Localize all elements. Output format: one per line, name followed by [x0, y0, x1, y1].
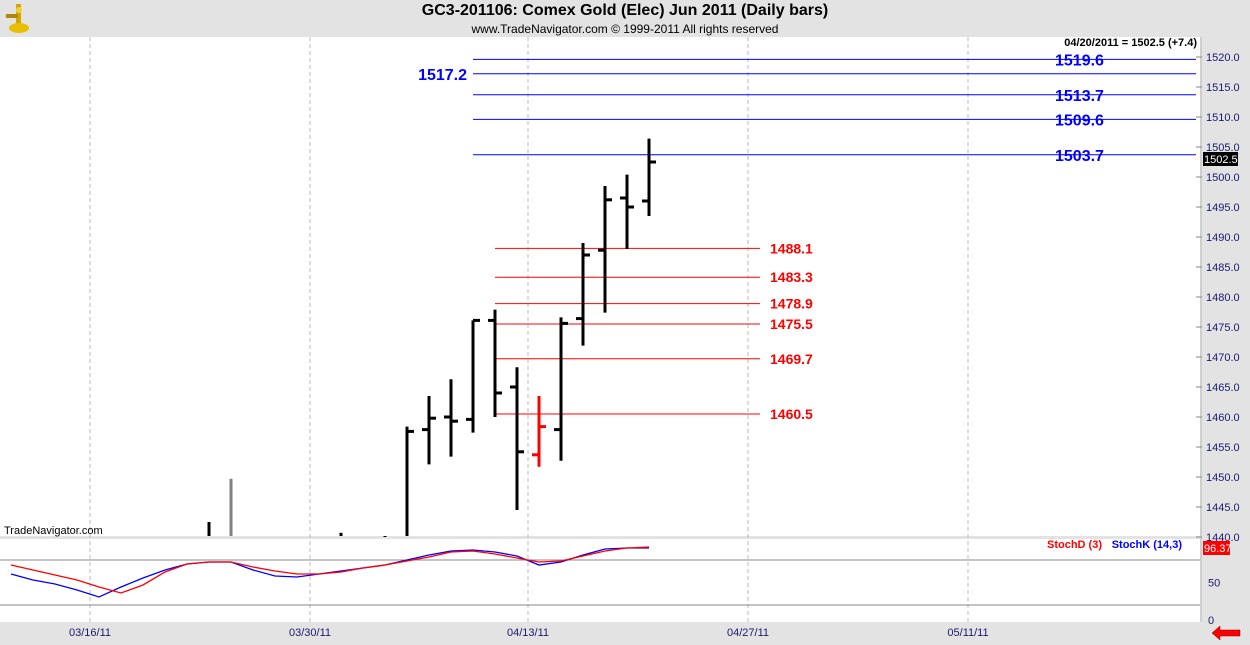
chart-title: GC3-201106: Comex Gold (Elec) Jun 2011 (… — [421, 2, 829, 19]
price-bar — [422, 396, 436, 465]
price-tick-label: 1500.0 — [1206, 172, 1240, 184]
red-level-label: 1475.5 — [770, 316, 813, 332]
blue-level-label: 1513.7 — [1055, 88, 1104, 105]
price-tick-label: 1510.0 — [1206, 112, 1240, 124]
price-tick-label: 1450.0 — [1206, 472, 1240, 484]
price-bar — [598, 186, 612, 313]
blue-level-label: 1503.7 — [1055, 148, 1104, 165]
blue-level-label: 1519.6 — [1055, 52, 1104, 69]
price-tick-label: 1475.0 — [1206, 322, 1240, 334]
stoch-current-marker — [1203, 541, 1230, 555]
watermark-text: TradeNavigator.com — [4, 525, 103, 537]
price-tick-label: 1520.0 — [1206, 52, 1240, 64]
date-tick-label: 04/27/11 — [727, 627, 769, 639]
price-tick-label: 1495.0 — [1206, 202, 1240, 214]
price-tick-label: 1460.0 — [1206, 412, 1240, 424]
stoch-k-legend: StochK (14,3) — [1112, 539, 1183, 551]
price-tick-label: 1490.0 — [1206, 232, 1240, 244]
red-level-label: 1488.1 — [770, 240, 813, 256]
current-price-marker — [1203, 152, 1238, 166]
price-tick-label: 1515.0 — [1206, 82, 1240, 94]
stochastic-panel — [0, 539, 1200, 622]
price-bar — [532, 396, 546, 467]
price-bar — [466, 318, 480, 433]
price-panel — [0, 37, 1200, 536]
price-bar — [510, 367, 524, 510]
date-tick-label: 04/13/11 — [507, 627, 549, 639]
date-tick-label: 05/11/11 — [947, 627, 988, 639]
price-bar — [576, 243, 590, 346]
stoch-d-line — [10, 546, 650, 594]
scroll-left-arrow-icon[interactable] — [1211, 625, 1242, 645]
price-tick-label: 1455.0 — [1206, 442, 1240, 454]
price-tick-label: 1485.0 — [1206, 262, 1240, 274]
price-tick-label: 1470.0 — [1206, 352, 1240, 364]
price-bar — [642, 138, 656, 216]
red-level-label: 1483.3 — [770, 269, 813, 285]
price-tick-label: 1480.0 — [1206, 292, 1240, 304]
stoch-current-label: 96.37 — [1204, 543, 1232, 555]
trade-navigator-logo-icon — [4, 2, 34, 34]
copyright-subtitle: www.TradeNavigator.com © 1999-2011 All r… — [471, 22, 779, 36]
stoch-d-legend: StochD (3) — [1047, 539, 1102, 551]
price-bar — [488, 309, 502, 417]
last-quote-label: 04/20/2011 = 1502.5 (+7.4) — [1064, 37, 1197, 49]
red-level-label: 1478.9 — [770, 296, 813, 312]
blue-level-label: 1517.2 — [418, 67, 467, 84]
price-bar — [405, 426, 414, 536]
red-level-label: 1460.5 — [770, 406, 813, 422]
price-bar — [620, 174, 634, 249]
blue-level-label: 1509.6 — [1055, 112, 1104, 129]
date-tick-label: 03/30/11 — [289, 627, 331, 639]
date-tick-label: 03/16/11 — [69, 627, 111, 639]
stoch-tick-label: 50 — [1208, 578, 1220, 590]
current-price-label: 1502.5 — [1204, 154, 1238, 166]
stoch-tick-label: 0 — [1208, 615, 1214, 627]
red-level-label: 1469.7 — [770, 351, 813, 367]
price-bar — [444, 379, 458, 457]
price-bar — [554, 317, 568, 461]
price-tick-label: 1505.0 — [1206, 142, 1240, 154]
price-tick-label: 1465.0 — [1206, 382, 1240, 394]
price-tick-label: 1445.0 — [1206, 502, 1240, 514]
